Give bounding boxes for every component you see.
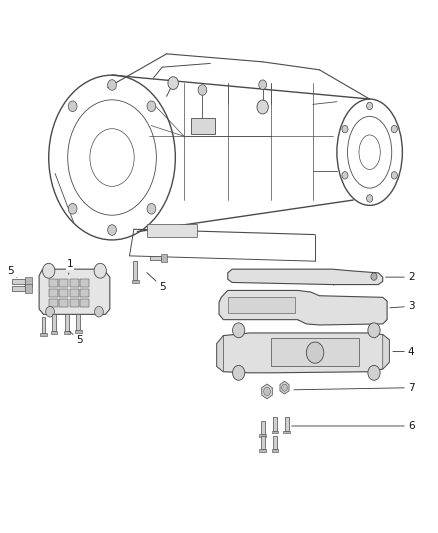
Bar <box>272 449 278 452</box>
Bar <box>191 118 215 134</box>
Circle shape <box>68 204 77 214</box>
Circle shape <box>168 77 178 90</box>
Circle shape <box>147 204 156 214</box>
Bar <box>12 279 25 284</box>
Circle shape <box>257 100 268 114</box>
Circle shape <box>147 101 156 111</box>
Bar <box>285 417 289 431</box>
Text: 2: 2 <box>385 272 414 282</box>
Circle shape <box>108 80 117 90</box>
Bar <box>59 299 68 307</box>
Circle shape <box>46 306 54 317</box>
Bar <box>283 431 290 433</box>
Circle shape <box>391 172 397 179</box>
Circle shape <box>68 101 77 111</box>
Bar <box>261 421 265 434</box>
Bar <box>80 299 89 307</box>
Circle shape <box>108 225 117 236</box>
Polygon shape <box>280 381 289 394</box>
Bar <box>150 256 161 260</box>
Bar <box>42 317 46 333</box>
Polygon shape <box>262 384 272 399</box>
Bar <box>80 279 89 287</box>
Bar <box>228 297 295 313</box>
Text: 7: 7 <box>294 383 414 393</box>
Circle shape <box>371 273 377 280</box>
Bar <box>65 314 69 332</box>
Bar <box>12 286 25 290</box>
Bar <box>261 435 265 449</box>
Polygon shape <box>39 269 110 314</box>
Bar <box>273 417 277 431</box>
Circle shape <box>367 102 373 110</box>
Bar <box>25 277 32 286</box>
Circle shape <box>198 85 207 95</box>
Bar <box>259 434 266 437</box>
Circle shape <box>42 263 55 278</box>
Circle shape <box>342 125 348 133</box>
Bar <box>70 279 79 287</box>
Polygon shape <box>383 335 389 369</box>
Polygon shape <box>217 333 389 373</box>
Polygon shape <box>217 336 223 372</box>
Circle shape <box>342 172 348 179</box>
Bar <box>52 314 56 332</box>
Circle shape <box>233 366 245 380</box>
Bar <box>51 332 57 334</box>
Text: 5: 5 <box>7 266 16 278</box>
Bar <box>272 338 359 367</box>
Bar <box>40 333 47 336</box>
Circle shape <box>95 306 103 317</box>
Bar <box>259 449 266 452</box>
Text: 3: 3 <box>390 301 414 311</box>
Bar <box>49 299 58 307</box>
Bar <box>132 280 138 283</box>
Bar <box>64 332 71 334</box>
Bar <box>59 279 68 287</box>
Bar <box>25 284 32 293</box>
Circle shape <box>391 125 397 133</box>
Bar <box>133 261 137 280</box>
Circle shape <box>233 323 245 338</box>
Bar <box>161 254 167 262</box>
Bar <box>59 289 68 297</box>
Text: 6: 6 <box>292 421 414 431</box>
Bar <box>70 289 79 297</box>
Circle shape <box>264 387 270 395</box>
Circle shape <box>282 384 287 391</box>
Bar <box>70 299 79 307</box>
Bar <box>273 435 277 449</box>
Bar <box>272 431 278 433</box>
Circle shape <box>368 366 380 380</box>
Circle shape <box>94 263 106 278</box>
Circle shape <box>259 80 267 90</box>
Text: 1: 1 <box>67 260 73 274</box>
Bar <box>147 224 197 237</box>
Bar <box>80 289 89 297</box>
Text: 4: 4 <box>393 346 414 357</box>
Bar <box>49 279 58 287</box>
Circle shape <box>306 342 324 364</box>
Bar <box>49 289 58 297</box>
Circle shape <box>367 195 373 202</box>
Bar <box>77 314 81 330</box>
Text: 5: 5 <box>147 272 166 292</box>
Polygon shape <box>228 269 383 285</box>
Bar <box>75 330 82 333</box>
Polygon shape <box>219 290 387 325</box>
Circle shape <box>368 323 380 338</box>
Text: 5: 5 <box>69 331 83 345</box>
